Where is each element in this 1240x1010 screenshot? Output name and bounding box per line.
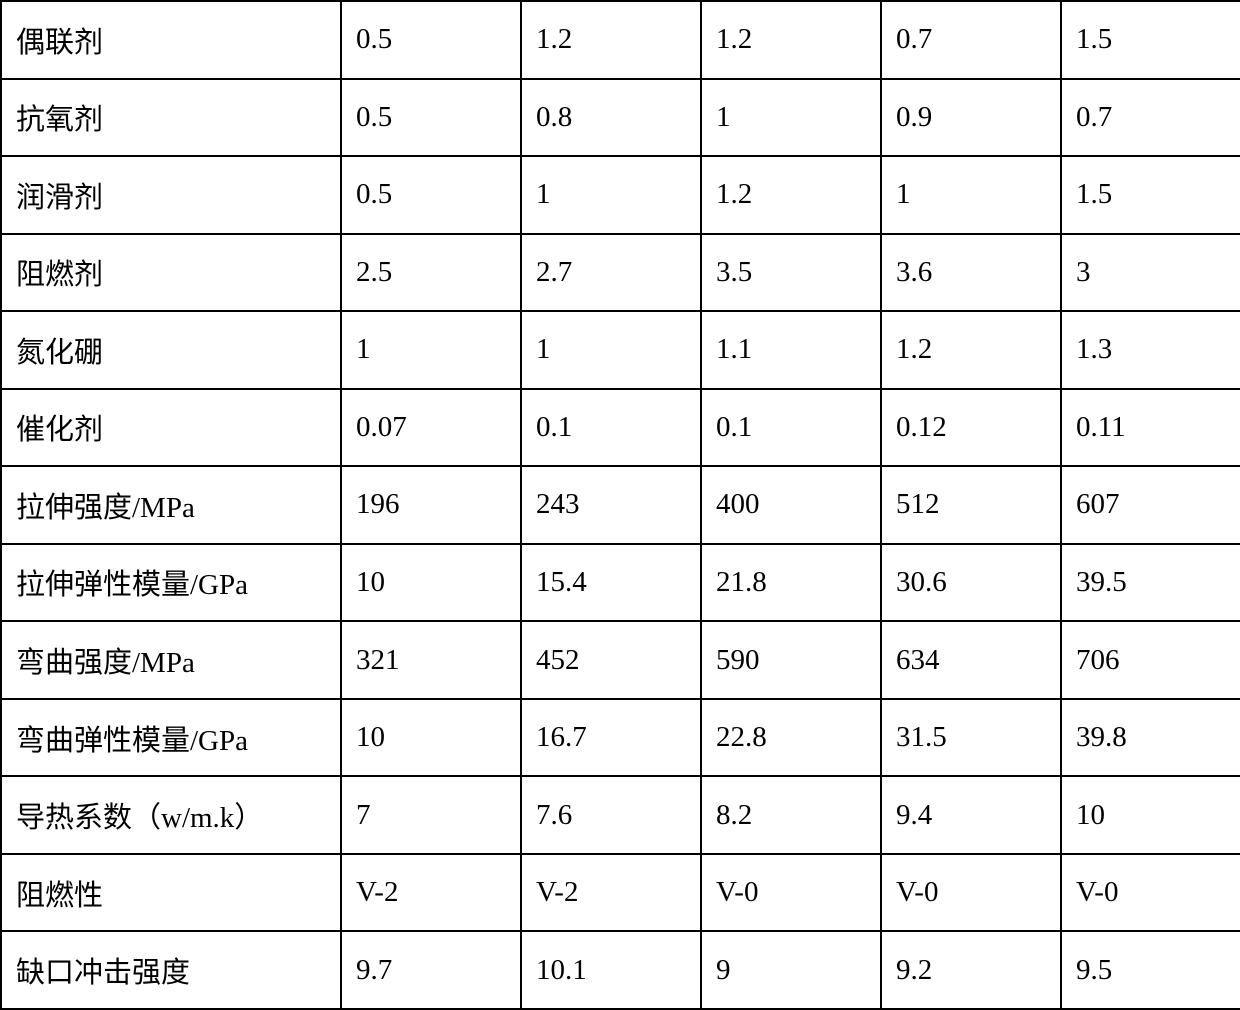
cell: 9.4 [881,776,1061,854]
row-label: 弯曲弹性模量/GPa [1,699,341,777]
cell: 10 [1061,776,1240,854]
cell: 1 [701,79,881,157]
cell: 1.2 [701,156,881,234]
table-row: 弯曲强度/MPa 321 452 590 634 706 [1,621,1240,699]
cell: 0.1 [521,389,701,467]
cell: 3.6 [881,234,1061,312]
cell: 0.12 [881,389,1061,467]
cell: 10 [341,699,521,777]
cell: 0.8 [521,79,701,157]
row-label: 润滑剂 [1,156,341,234]
cell: 0.07 [341,389,521,467]
cell: 7.6 [521,776,701,854]
row-label: 偶联剂 [1,1,341,79]
cell: 2.5 [341,234,521,312]
row-label: 催化剂 [1,389,341,467]
table-row: 偶联剂 0.5 1.2 1.2 0.7 1.5 [1,1,1240,79]
cell: 1.5 [1061,156,1240,234]
table-row: 抗氧剂 0.5 0.8 1 0.9 0.7 [1,79,1240,157]
cell: 1.3 [1061,311,1240,389]
cell: 1.2 [521,1,701,79]
table-row: 导热系数（w/m.k） 7 7.6 8.2 9.4 10 [1,776,1240,854]
cell: 30.6 [881,544,1061,622]
cell: 0.5 [341,79,521,157]
cell: 0.7 [1061,79,1240,157]
cell: 21.8 [701,544,881,622]
cell: V-0 [881,854,1061,932]
row-label: 阻燃性 [1,854,341,932]
cell: 0.9 [881,79,1061,157]
cell: 243 [521,466,701,544]
cell: 512 [881,466,1061,544]
cell: 400 [701,466,881,544]
row-label: 缺口冲击强度 [1,931,341,1009]
row-label: 抗氧剂 [1,79,341,157]
cell: 10 [341,544,521,622]
cell: 8.2 [701,776,881,854]
cell: 31.5 [881,699,1061,777]
cell: 9 [701,931,881,1009]
cell: 0.11 [1061,389,1240,467]
table-row: 润滑剂 0.5 1 1.2 1 1.5 [1,156,1240,234]
row-label: 拉伸强度/MPa [1,466,341,544]
table-row: 阻燃性 V-2 V-2 V-0 V-0 V-0 [1,854,1240,932]
table-row: 拉伸强度/MPa 196 243 400 512 607 [1,466,1240,544]
cell: 0.1 [701,389,881,467]
cell: 3.5 [701,234,881,312]
table-row: 拉伸弹性模量/GPa 10 15.4 21.8 30.6 39.5 [1,544,1240,622]
cell: 1 [341,311,521,389]
cell: 607 [1061,466,1240,544]
cell: 16.7 [521,699,701,777]
cell: 1.2 [881,311,1061,389]
table-row: 弯曲弹性模量/GPa 10 16.7 22.8 31.5 39.8 [1,699,1240,777]
cell: 0.5 [341,1,521,79]
row-label: 阻燃剂 [1,234,341,312]
cell: 22.8 [701,699,881,777]
cell: 1 [521,311,701,389]
cell: 2.7 [521,234,701,312]
cell: 9.5 [1061,931,1240,1009]
cell: 706 [1061,621,1240,699]
cell: V-2 [341,854,521,932]
cell: 0.5 [341,156,521,234]
cell: 1.5 [1061,1,1240,79]
cell: 590 [701,621,881,699]
cell: 3 [1061,234,1240,312]
cell: 7 [341,776,521,854]
table-row: 氮化硼 1 1 1.1 1.2 1.3 [1,311,1240,389]
data-table: 偶联剂 0.5 1.2 1.2 0.7 1.5 抗氧剂 0.5 0.8 1 0.… [0,0,1240,1010]
cell: 321 [341,621,521,699]
cell: 9.2 [881,931,1061,1009]
cell: 1.2 [701,1,881,79]
cell: 1 [881,156,1061,234]
table-row: 催化剂 0.07 0.1 0.1 0.12 0.11 [1,389,1240,467]
cell: 39.8 [1061,699,1240,777]
row-label: 氮化硼 [1,311,341,389]
cell: 15.4 [521,544,701,622]
cell: 196 [341,466,521,544]
cell: 10.1 [521,931,701,1009]
table-row: 阻燃剂 2.5 2.7 3.5 3.6 3 [1,234,1240,312]
cell: 1.1 [701,311,881,389]
cell: 39.5 [1061,544,1240,622]
row-label: 弯曲强度/MPa [1,621,341,699]
cell: V-2 [521,854,701,932]
cell: 1 [521,156,701,234]
cell: 634 [881,621,1061,699]
row-label: 拉伸弹性模量/GPa [1,544,341,622]
row-label: 导热系数（w/m.k） [1,776,341,854]
cell: 452 [521,621,701,699]
table-row: 缺口冲击强度 9.7 10.1 9 9.2 9.5 [1,931,1240,1009]
cell: V-0 [1061,854,1240,932]
cell: 0.7 [881,1,1061,79]
cell: 9.7 [341,931,521,1009]
cell: V-0 [701,854,881,932]
